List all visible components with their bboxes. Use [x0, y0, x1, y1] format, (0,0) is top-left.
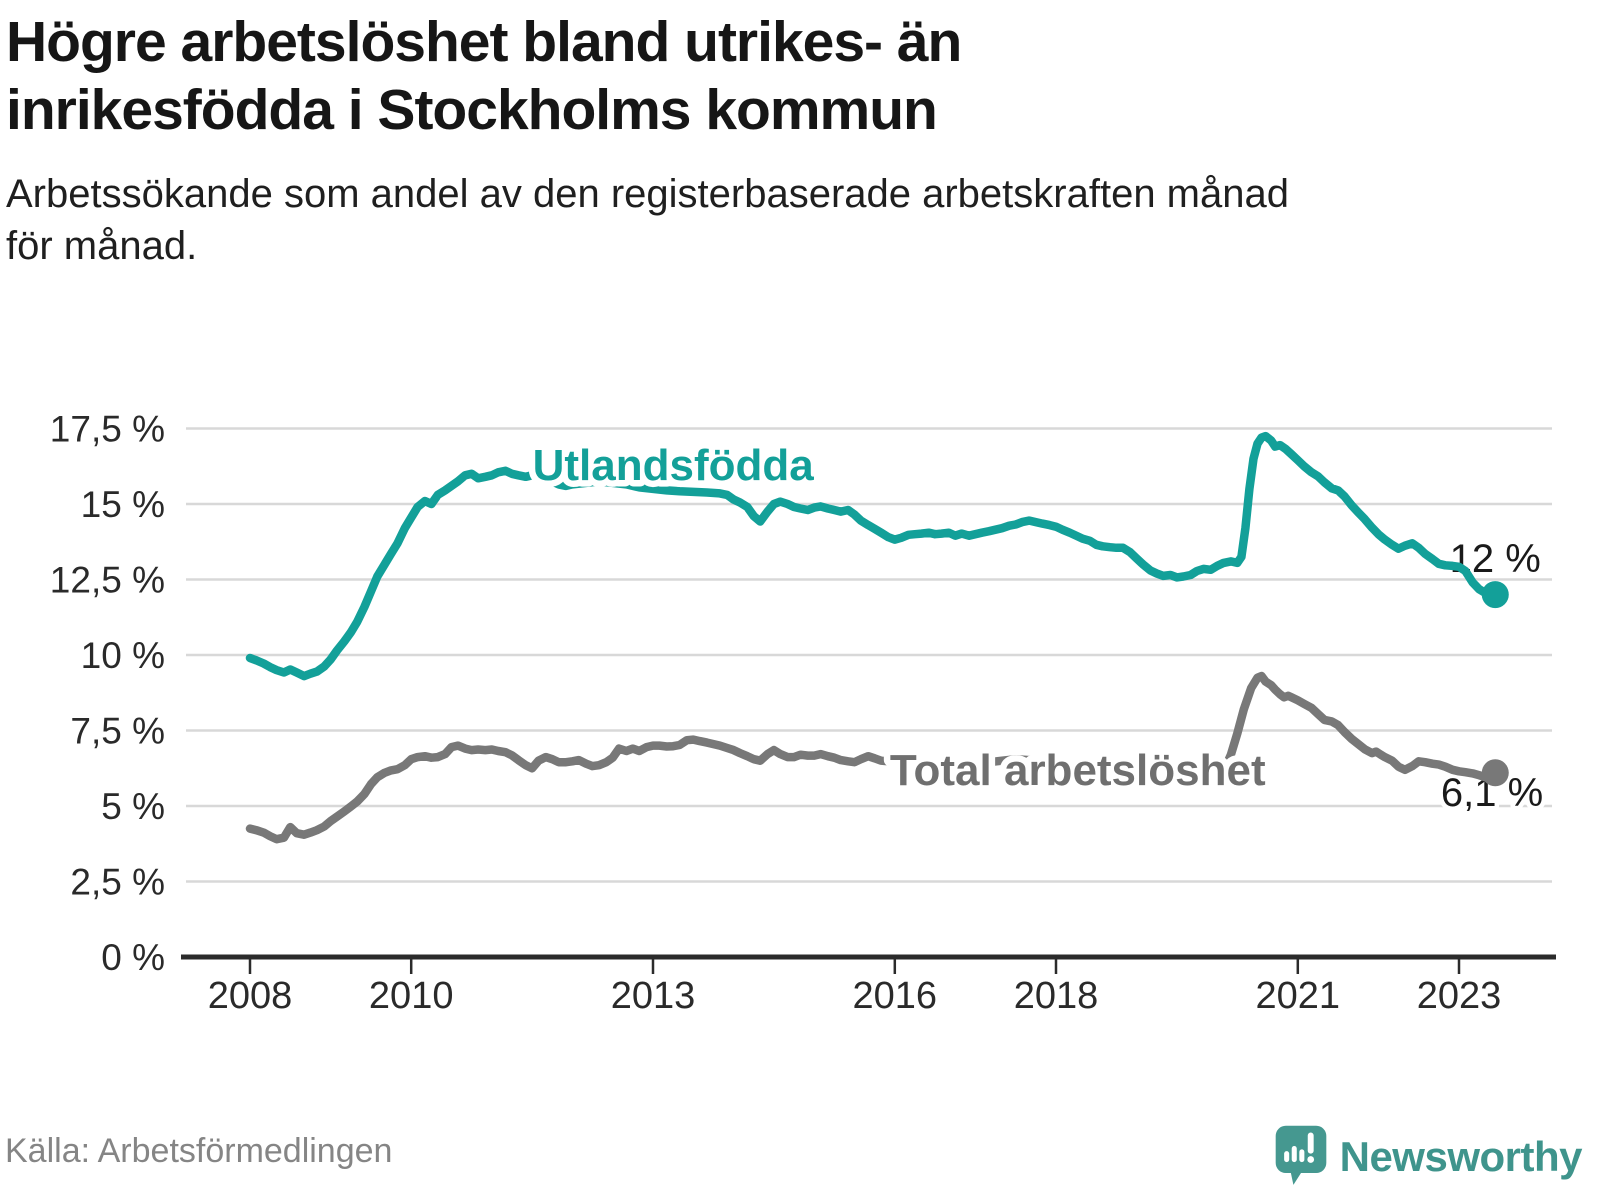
exclamation-dot: [1306, 1156, 1314, 1163]
series-line-total-arbetsl-shet: [245, 671, 1500, 844]
y-axis-tick-label: 2,5 %: [70, 862, 165, 903]
newsworthy-logo-text: Newsworthy: [1339, 1133, 1583, 1180]
x-axis-tick-label: 2023: [1417, 975, 1502, 1017]
newsworthy-logo: Newsworthy: [1274, 1124, 1583, 1190]
source-note: Källa: Arbetsförmedlingen: [5, 1132, 393, 1170]
y-axis-tick-label: 7,5 %: [70, 711, 165, 752]
x-axis-tick-label: 2008: [208, 975, 293, 1017]
exclamation-stem: [1307, 1132, 1314, 1154]
x-axis-tick-label: 2010: [369, 975, 454, 1017]
y-axis-tick-label: 15 %: [81, 484, 165, 525]
series-label-total-arbetsl-shet: Total arbetslöshet: [890, 746, 1266, 795]
y-axis-tick-label: 0 %: [101, 937, 165, 978]
bar-1: [1283, 1151, 1289, 1163]
x-axis-tick-label: 2018: [1014, 975, 1099, 1017]
page-title: Högre arbetslöshet bland utrikes- än inr…: [6, 10, 962, 142]
x-axis-tick-label: 2013: [611, 975, 696, 1017]
chart-header: Högre arbetslöshet bland utrikes- än inr…: [6, 8, 1566, 272]
speech-bubble-bar-chart-icon: [1275, 1125, 1326, 1185]
y-axis-tick-label: 17,5 %: [50, 409, 165, 450]
page-subtitle: Arbetssökande som andel av den registerb…: [6, 172, 1289, 268]
y-axis-tick-label: 10 %: [81, 635, 165, 676]
end-value-label: 12 %: [1450, 537, 1541, 581]
series-line-utlandsf-dda: [245, 431, 1500, 681]
series-end-dot: [1481, 759, 1509, 787]
y-axis-tick-label: 5 %: [101, 786, 165, 827]
series-label-utlandsf-dda: Utlandsfödda: [533, 441, 815, 490]
series-end-dot: [1481, 581, 1509, 609]
x-axis-tick-label: 2021: [1256, 975, 1341, 1017]
x-axis-tick-label: 2016: [853, 975, 938, 1017]
bar-3: [1298, 1149, 1304, 1163]
y-axis-tick-label: 12,5 %: [50, 560, 165, 601]
bar-2: [1291, 1146, 1297, 1163]
